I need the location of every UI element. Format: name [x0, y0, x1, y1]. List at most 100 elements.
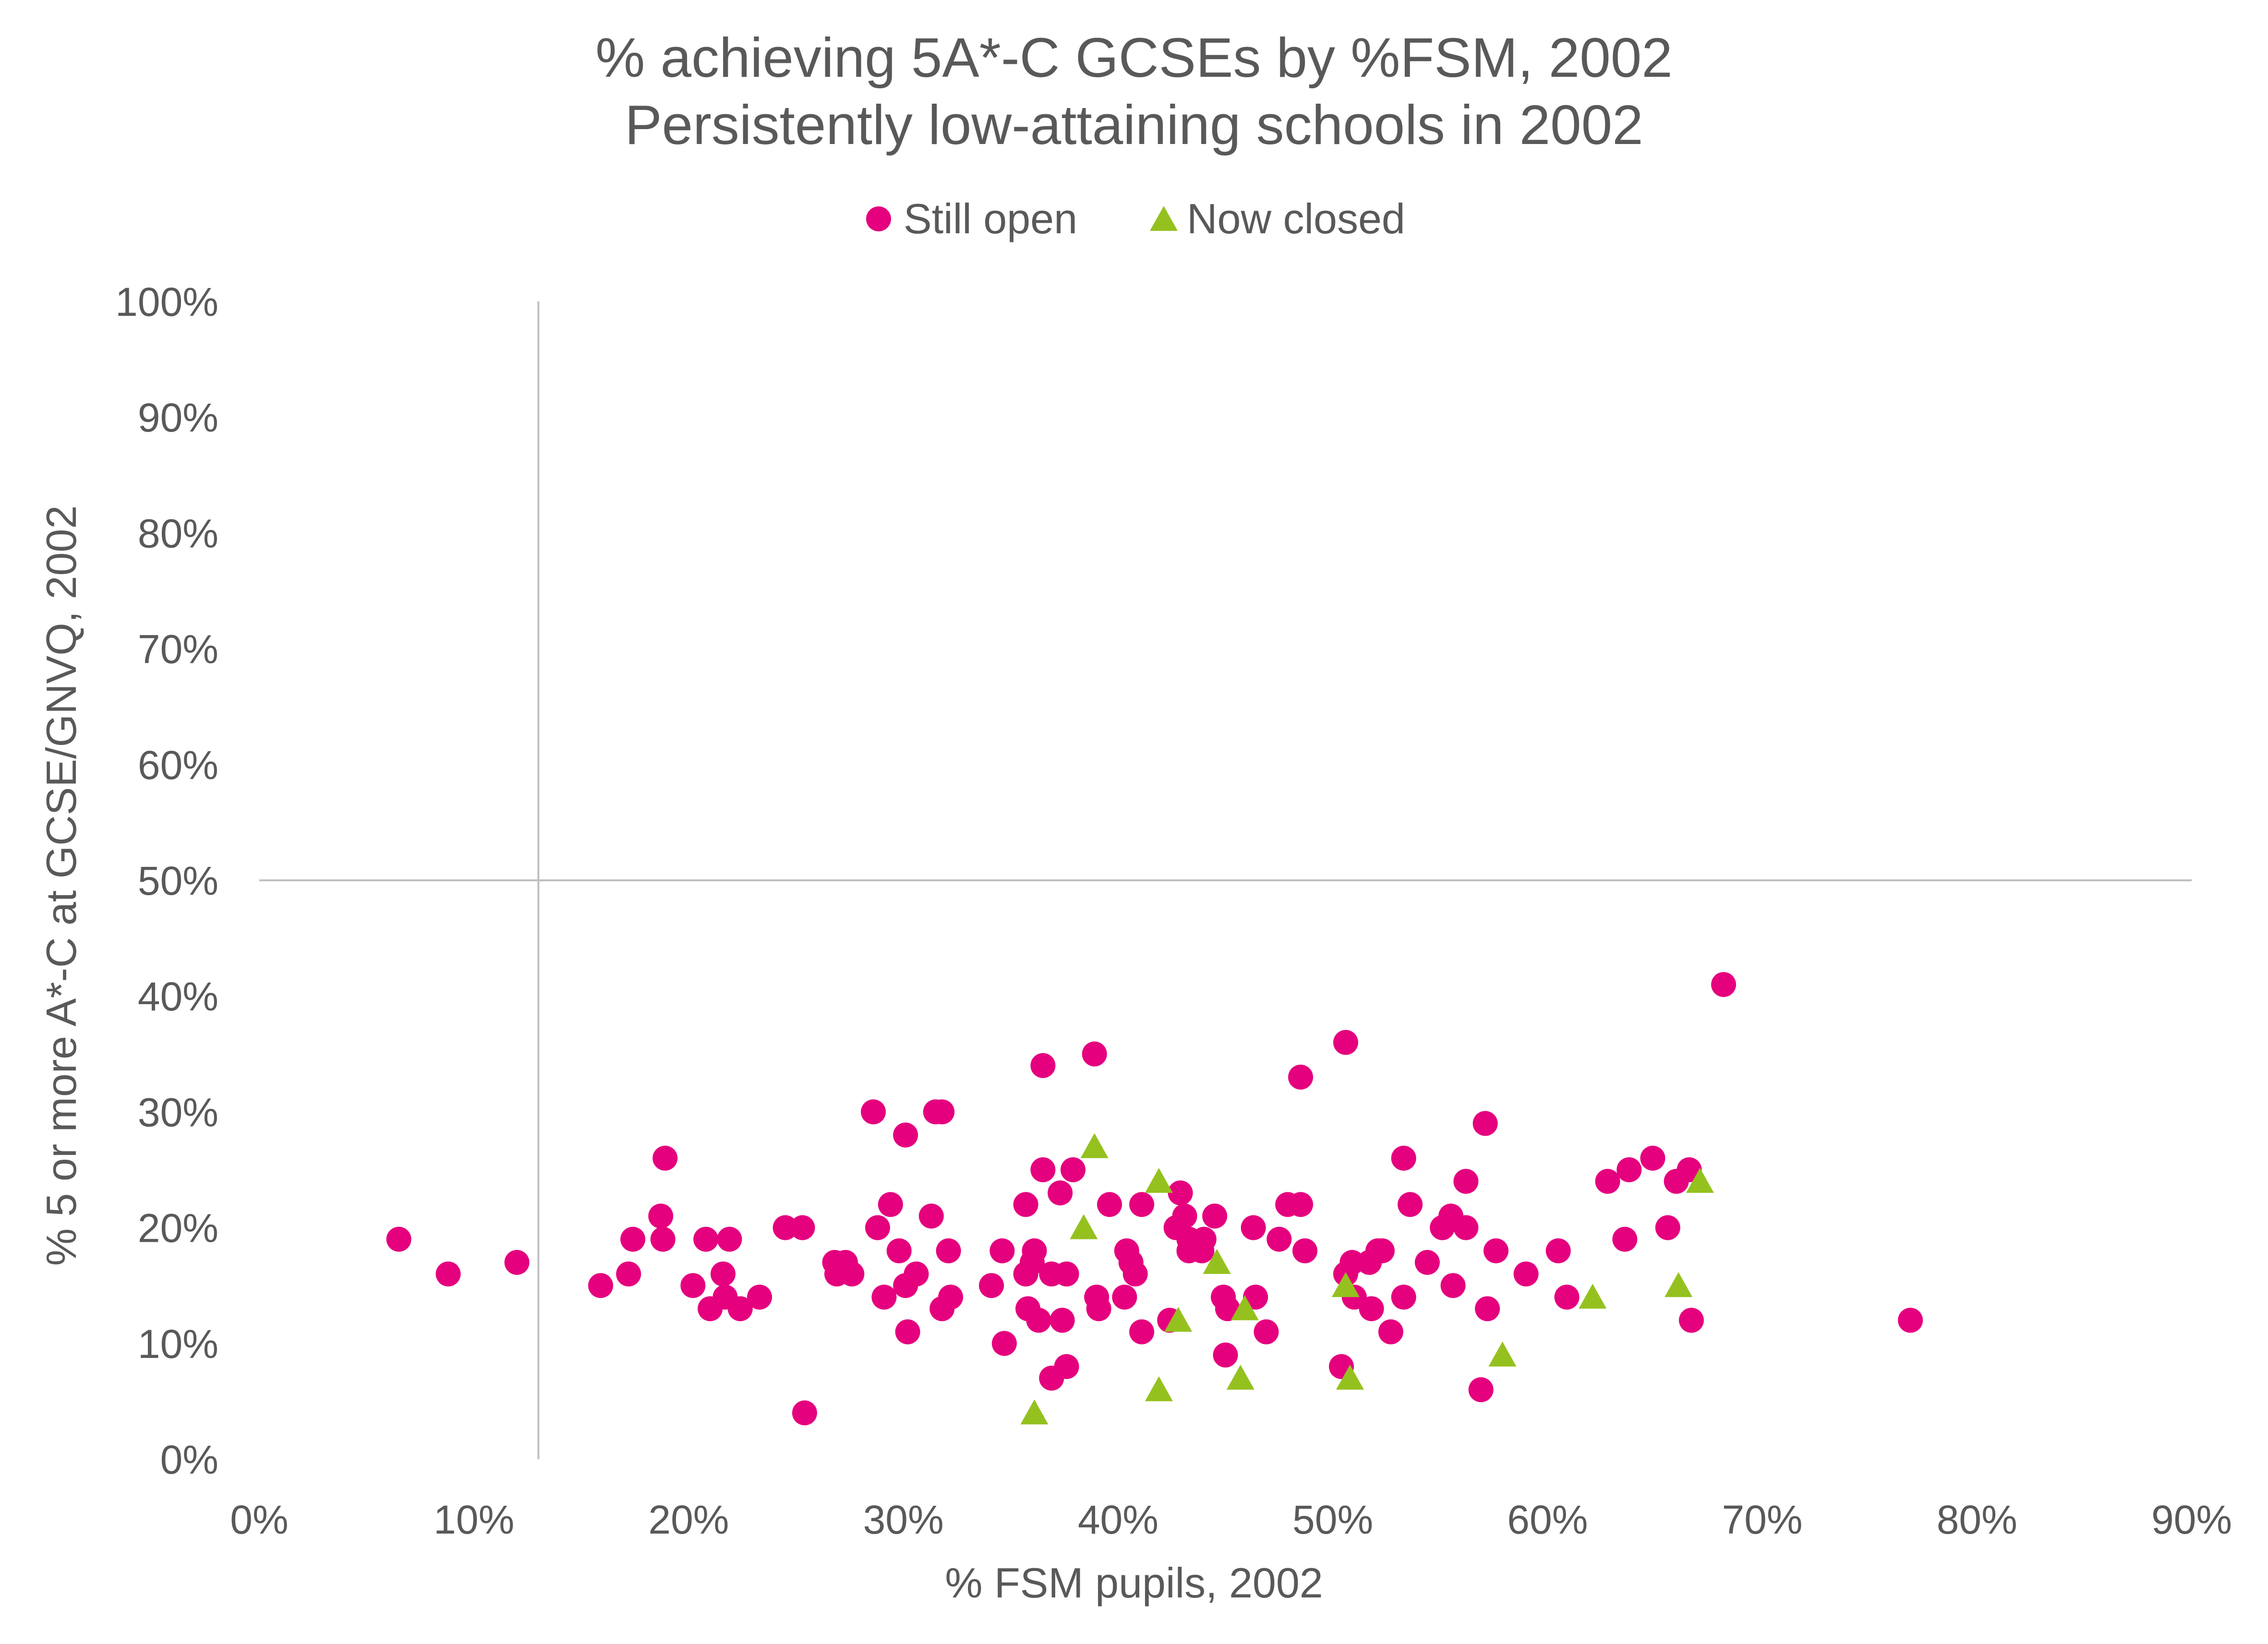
data-point-still-open — [893, 1122, 918, 1148]
data-point-still-open — [1453, 1215, 1479, 1240]
data-point-now-closed — [1226, 1365, 1255, 1390]
data-point-still-open — [1267, 1226, 1292, 1252]
data-point-now-closed — [1686, 1168, 1714, 1193]
data-point-still-open — [1030, 1053, 1056, 1078]
x-tick-label: 90% — [2151, 1497, 2232, 1542]
data-point-still-open — [1030, 1157, 1056, 1182]
data-point-still-open — [1391, 1145, 1416, 1171]
data-point-still-open — [1112, 1284, 1137, 1310]
chart-title: % achieving 5A*-C GCSEs by %FSM, 2002 — [595, 26, 1673, 89]
legend-label-now-closed: Now closed — [1187, 195, 1405, 242]
data-point-still-open — [878, 1192, 903, 1217]
data-point-still-open — [1254, 1319, 1279, 1344]
data-point-still-open — [1022, 1238, 1047, 1263]
data-points — [386, 972, 1923, 1426]
data-point-now-closed — [1488, 1341, 1517, 1367]
data-point-still-open — [1082, 1041, 1107, 1067]
data-point-still-open — [1050, 1308, 1075, 1333]
data-point-still-open — [727, 1296, 753, 1321]
data-point-still-open — [1453, 1169, 1479, 1194]
data-point-now-closed — [1080, 1133, 1109, 1158]
chart-subtitle: Persistently low-attaining schools in 20… — [625, 94, 1643, 156]
data-point-still-open — [386, 1226, 411, 1252]
data-point-now-closed — [1145, 1168, 1173, 1193]
data-point-still-open — [1640, 1145, 1665, 1171]
data-point-still-open — [865, 1215, 890, 1240]
data-point-still-open — [648, 1203, 674, 1229]
data-point-still-open — [871, 1284, 897, 1310]
data-point-still-open — [936, 1238, 961, 1263]
data-point-still-open — [1513, 1261, 1539, 1287]
y-tick-label: 60% — [138, 743, 218, 788]
reference-lines — [259, 301, 2192, 1459]
data-point-still-open — [839, 1261, 865, 1287]
data-point-still-open — [989, 1238, 1015, 1263]
data-point-still-open — [1545, 1238, 1571, 1263]
data-point-now-closed — [1231, 1295, 1259, 1320]
data-point-now-closed — [1070, 1214, 1098, 1239]
data-point-still-open — [979, 1273, 1004, 1298]
data-point-still-open — [904, 1261, 929, 1287]
data-point-still-open — [620, 1226, 646, 1252]
data-point-still-open — [1468, 1377, 1494, 1403]
data-point-still-open — [1292, 1238, 1317, 1263]
data-point-still-open — [1898, 1308, 1923, 1333]
y-tick-label: 50% — [138, 858, 218, 903]
data-point-still-open — [886, 1238, 912, 1263]
data-point-still-open — [588, 1273, 614, 1298]
data-point-still-open — [1369, 1238, 1395, 1263]
y-axis-ticks: 0% 10% 20% 30% 40% 50% 60% 70% 80% 90% 100% — [115, 279, 218, 1482]
data-point-still-open — [1359, 1296, 1384, 1321]
data-point-still-open — [1414, 1249, 1440, 1275]
data-point-still-open — [1595, 1169, 1620, 1194]
y-tick-label: 80% — [138, 511, 218, 556]
data-point-still-open — [1086, 1296, 1111, 1321]
data-point-still-open — [1391, 1284, 1416, 1310]
data-point-still-open — [1288, 1065, 1314, 1090]
data-point-now-closed — [1164, 1307, 1193, 1332]
data-point-still-open — [861, 1099, 886, 1125]
data-point-still-open — [1026, 1308, 1051, 1333]
data-point-still-open — [792, 1400, 817, 1426]
data-point-still-open — [1472, 1111, 1498, 1136]
x-axis-ticks: 0% 10% 20% 30% 40% 50% 60% 70% 80% 90% — [230, 1497, 2232, 1542]
data-point-still-open — [1060, 1157, 1086, 1182]
x-tick-label: 20% — [648, 1497, 729, 1542]
data-point-now-closed — [1331, 1272, 1360, 1297]
data-point-still-open — [1288, 1192, 1314, 1217]
data-point-still-open — [1617, 1157, 1642, 1182]
data-point-still-open — [1097, 1192, 1122, 1217]
data-point-still-open — [1213, 1342, 1238, 1368]
legend-marker-still-open — [866, 206, 891, 231]
data-point-still-open — [680, 1273, 706, 1298]
data-point-still-open — [1191, 1226, 1217, 1252]
x-tick-label: 30% — [863, 1497, 944, 1542]
data-point-still-open — [991, 1331, 1017, 1356]
y-tick-label: 90% — [138, 395, 218, 440]
data-point-still-open — [1398, 1192, 1423, 1217]
data-point-now-closed — [1665, 1272, 1693, 1297]
data-point-still-open — [772, 1215, 798, 1240]
x-tick-label: 40% — [1078, 1497, 1158, 1542]
data-point-now-closed — [1020, 1399, 1049, 1425]
data-point-still-open — [747, 1284, 772, 1310]
data-point-still-open — [1440, 1273, 1466, 1298]
data-point-now-closed — [1336, 1365, 1364, 1390]
data-point-still-open — [1241, 1215, 1266, 1240]
data-point-still-open — [717, 1226, 742, 1252]
data-point-still-open — [790, 1215, 815, 1240]
data-point-still-open — [1013, 1192, 1038, 1217]
y-tick-label: 10% — [138, 1321, 218, 1367]
data-point-still-open — [652, 1145, 678, 1171]
y-tick-label: 30% — [138, 1090, 218, 1135]
y-tick-label: 20% — [138, 1206, 218, 1251]
data-point-still-open — [435, 1261, 461, 1287]
legend-label-still-open: Still open — [904, 195, 1077, 242]
x-tick-label: 70% — [1722, 1497, 1802, 1542]
y-tick-label: 100% — [115, 279, 218, 324]
data-point-still-open — [650, 1226, 676, 1252]
data-point-still-open — [1122, 1261, 1148, 1287]
data-point-still-open — [1655, 1215, 1680, 1240]
data-point-still-open — [929, 1099, 955, 1125]
